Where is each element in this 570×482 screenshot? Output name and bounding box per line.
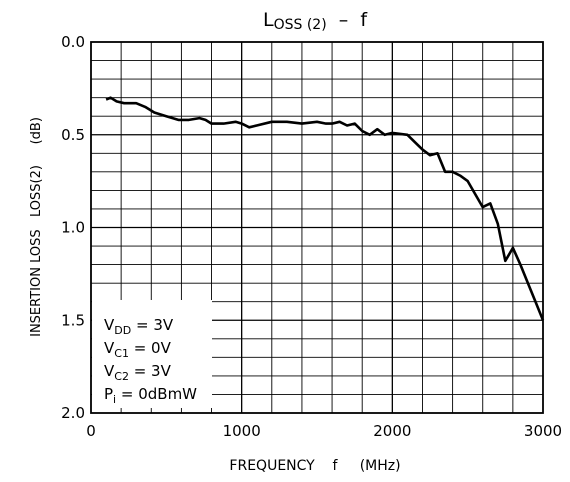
condition-value: = 3V	[129, 362, 172, 380]
y-tick-label: 0.0	[61, 33, 85, 51]
plot-border	[90, 41, 544, 414]
condition-symbol: V	[104, 339, 115, 357]
x-axis-label: FREQUENCY f (MHz)	[229, 458, 400, 474]
condition-line: Pi = 0dBmW	[104, 385, 197, 406]
y-tick-label: 1.0	[61, 219, 85, 237]
y-axis-label: INSERTION LOSS LOSS(2) (dB)	[29, 117, 44, 337]
condition-subscript: C2	[114, 370, 129, 383]
chart-title-sub: OSS (2)	[274, 17, 327, 33]
y-tick-label: 0.5	[61, 126, 85, 144]
condition-subscript: C1	[114, 347, 129, 360]
condition-value: = 3V	[131, 316, 174, 334]
y-tick-label: 2.0	[61, 404, 85, 422]
y-tick-label: 1.5	[61, 311, 85, 329]
condition-symbol: V	[104, 362, 115, 380]
conditions-box-background	[92, 300, 212, 408]
condition-subscript: DD	[114, 324, 131, 337]
condition-subscript: i	[113, 393, 116, 406]
x-tick-label: 1000	[223, 422, 261, 440]
chart-title-main: L	[263, 9, 274, 31]
x-axis-ticks: 0 1000 2000 3000	[86, 422, 562, 440]
condition-line: VC1 = 0V	[104, 339, 172, 360]
chart-title: LOSS (2) – f	[263, 9, 368, 33]
grid	[91, 42, 543, 413]
plot-frame	[90, 41, 544, 414]
condition-value: = 0dBmW	[116, 385, 197, 403]
y-axis-ticks: 0.0 0.5 1.0 1.5 2.0	[61, 33, 85, 422]
condition-line: VDD = 3V	[104, 316, 174, 337]
condition-line: VC2 = 3V	[104, 362, 172, 383]
x-tick-label: 3000	[524, 422, 562, 440]
series-line	[105, 96, 545, 321]
condition-symbol: P	[104, 385, 113, 403]
chart-title-suffix: – f	[327, 9, 369, 31]
x-tick-label: 2000	[373, 422, 411, 440]
condition-value: = 0V	[129, 339, 172, 357]
condition-symbol: V	[104, 316, 115, 334]
x-tick-label: 0	[86, 422, 96, 440]
